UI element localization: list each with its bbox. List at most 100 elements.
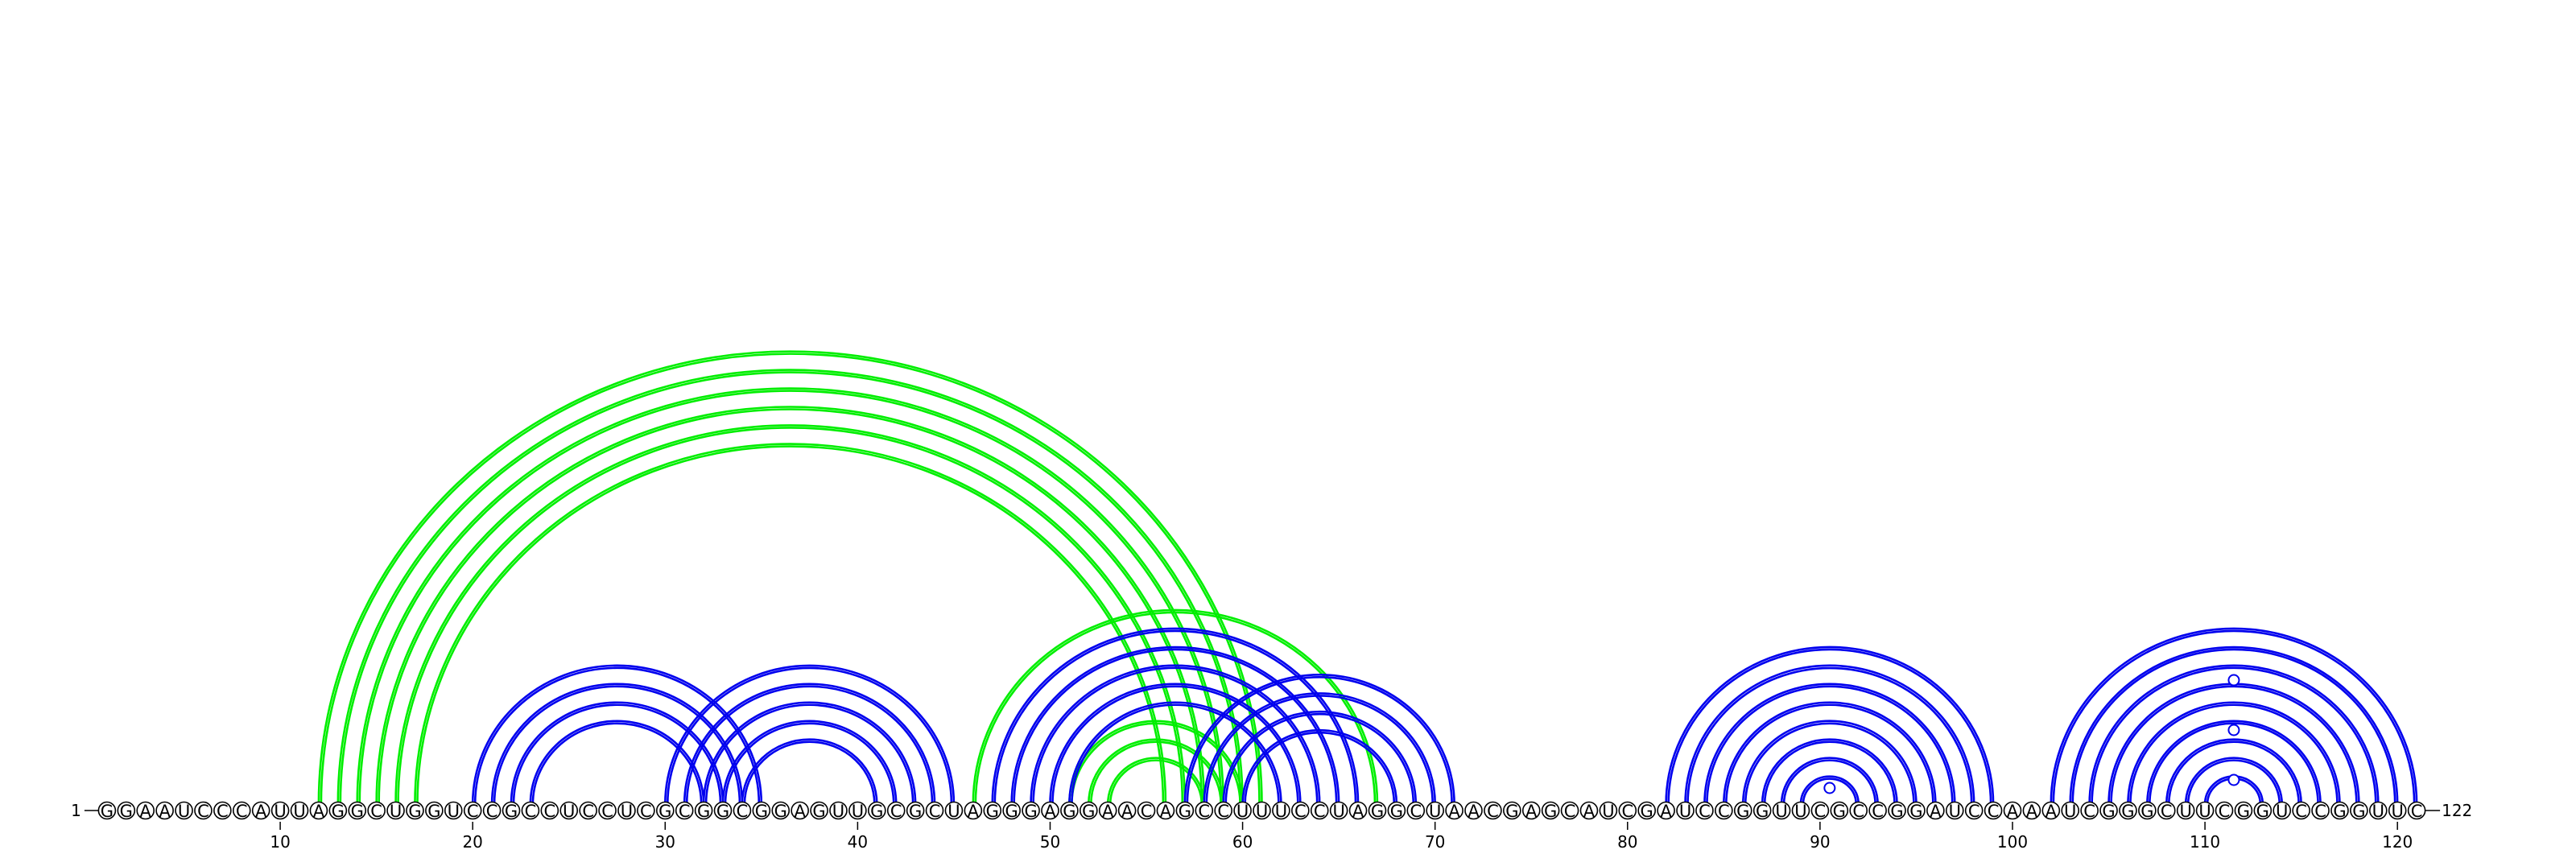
nucleotide: C — [2292, 801, 2310, 821]
nucleotide: G — [2099, 801, 2118, 821]
nucleotide-letter: C — [217, 802, 229, 821]
nucleotide-letter: G — [774, 802, 787, 821]
loop-marker-icon — [2227, 724, 2240, 736]
nucleotide-letter: A — [1525, 802, 1538, 821]
nucleotide-letter: A — [159, 802, 171, 821]
nucleotide-letter: G — [505, 802, 518, 821]
nucleotide-circle — [97, 801, 117, 820]
nucleotide: G — [1637, 801, 1656, 821]
nucleotide-circle — [1406, 801, 1426, 820]
nucleotide: G — [1733, 801, 1752, 821]
nucleotide: C — [637, 801, 655, 821]
base-pair-arc — [721, 720, 898, 805]
axis-tick-label: 100 — [1997, 832, 2028, 852]
nucleotide-circle — [1541, 801, 1560, 820]
nucleotide-circle — [637, 801, 655, 820]
base-pair-arc — [2129, 703, 2339, 805]
nucleotide: C — [1310, 801, 1329, 821]
nucleotide-circle — [906, 801, 925, 820]
nucleotide: C — [1560, 801, 1579, 821]
nucleotide-circle — [463, 801, 482, 820]
nucleotide: G — [983, 801, 1002, 821]
nucleotide: U — [1791, 801, 1810, 821]
nucleotide-letter: C — [543, 802, 555, 821]
nucleotide-circle — [579, 801, 597, 820]
nucleotide-circle — [2273, 801, 2292, 820]
base-pair-arc — [2091, 666, 2377, 805]
nucleotide-letter: A — [1660, 802, 1672, 821]
nucleotide: C — [482, 801, 502, 821]
base-pair-arc — [1244, 731, 1396, 805]
base-pair-arc — [741, 738, 878, 805]
nucleotide: A — [1926, 801, 1945, 821]
nucleotide-circle — [1637, 801, 1656, 820]
nucleotide: G — [1387, 801, 1406, 821]
nucleotide-circle — [502, 801, 521, 820]
nucleotide: A — [2003, 801, 2022, 821]
nucleotide-letter: C — [582, 802, 594, 821]
nucleotide-letter: A — [2046, 802, 2058, 821]
base-pair-arc — [1241, 728, 1398, 805]
nucleotide: G — [713, 801, 733, 821]
nucleotide-circle — [559, 801, 579, 820]
nucleotide-circle — [733, 801, 752, 820]
nucleotide: C — [733, 801, 752, 821]
base-pair-arc — [1203, 691, 1436, 805]
nucleotide-circle — [1080, 801, 1098, 820]
nucleotide-letter: G — [1082, 802, 1095, 821]
nucleotide-circle — [848, 801, 867, 820]
base-pair-arc — [1068, 701, 1282, 805]
base-pair-arc — [1222, 710, 1418, 805]
nucleotide-circle — [136, 801, 155, 820]
nucleotide-letter: U — [1275, 802, 1287, 821]
base-pair-arc — [2186, 759, 2281, 805]
nucleotide-letter: A — [1160, 802, 1172, 821]
axis-tick-label: 80 — [1617, 832, 1637, 852]
nucleotide-letter: A — [1352, 802, 1364, 821]
nucleotide-circle — [1772, 801, 1791, 820]
nucleotide-circle — [1022, 801, 1040, 820]
nucleotide-circle — [1098, 801, 1117, 820]
nucleotide-letter: G — [1909, 802, 1922, 821]
nucleotide-letter: A — [2026, 802, 2038, 821]
nucleotide: C — [925, 801, 944, 821]
base-pair-arc — [1224, 713, 1415, 805]
base-pair-arc — [336, 369, 1244, 805]
nucleotide-circle — [521, 801, 540, 820]
nucleotide-circle — [1926, 801, 1945, 820]
nucleotide-circle — [925, 801, 944, 820]
nucleotide: A — [1521, 801, 1541, 821]
base-pair-arc — [702, 701, 917, 805]
nucleotide-letter: C — [1852, 802, 1864, 821]
nucleotide-circle — [2022, 801, 2041, 820]
base-pair-arc — [529, 720, 705, 805]
base-pair-arc — [991, 627, 1360, 805]
nucleotide-circle — [1253, 801, 1271, 820]
base-pair-arc — [666, 666, 953, 805]
nucleotide: C — [2215, 801, 2234, 821]
nucleotide-letter: A — [140, 802, 152, 821]
nucleotide-circle — [1888, 801, 1906, 820]
nucleotide-circle — [983, 801, 1002, 820]
nucleotide: C — [1618, 801, 1637, 821]
nucleotide-circle — [2003, 801, 2022, 820]
nucleotide-backbone: 1 122 — [71, 801, 2472, 820]
nucleotide-circle — [2119, 801, 2137, 820]
nucleotide-circle — [964, 801, 983, 820]
nucleotide: U — [559, 801, 579, 821]
nucleotide-circle — [1156, 801, 1175, 820]
base-pair-arc — [1706, 685, 1954, 805]
nucleotide-circle — [1791, 801, 1810, 820]
nucleotide: U — [1329, 801, 1348, 821]
nucleotide: G — [348, 801, 367, 821]
nucleotide-circle — [829, 801, 848, 820]
nucleotide: G — [1002, 801, 1021, 821]
base-pair-arc — [1763, 740, 1896, 805]
nucleotide: C — [367, 801, 386, 821]
base-pair-arc — [1802, 778, 1858, 805]
nucleotide-letter: G — [986, 802, 999, 821]
base-pair-arcs — [317, 350, 2418, 805]
nucleotide: G — [1830, 801, 1849, 821]
